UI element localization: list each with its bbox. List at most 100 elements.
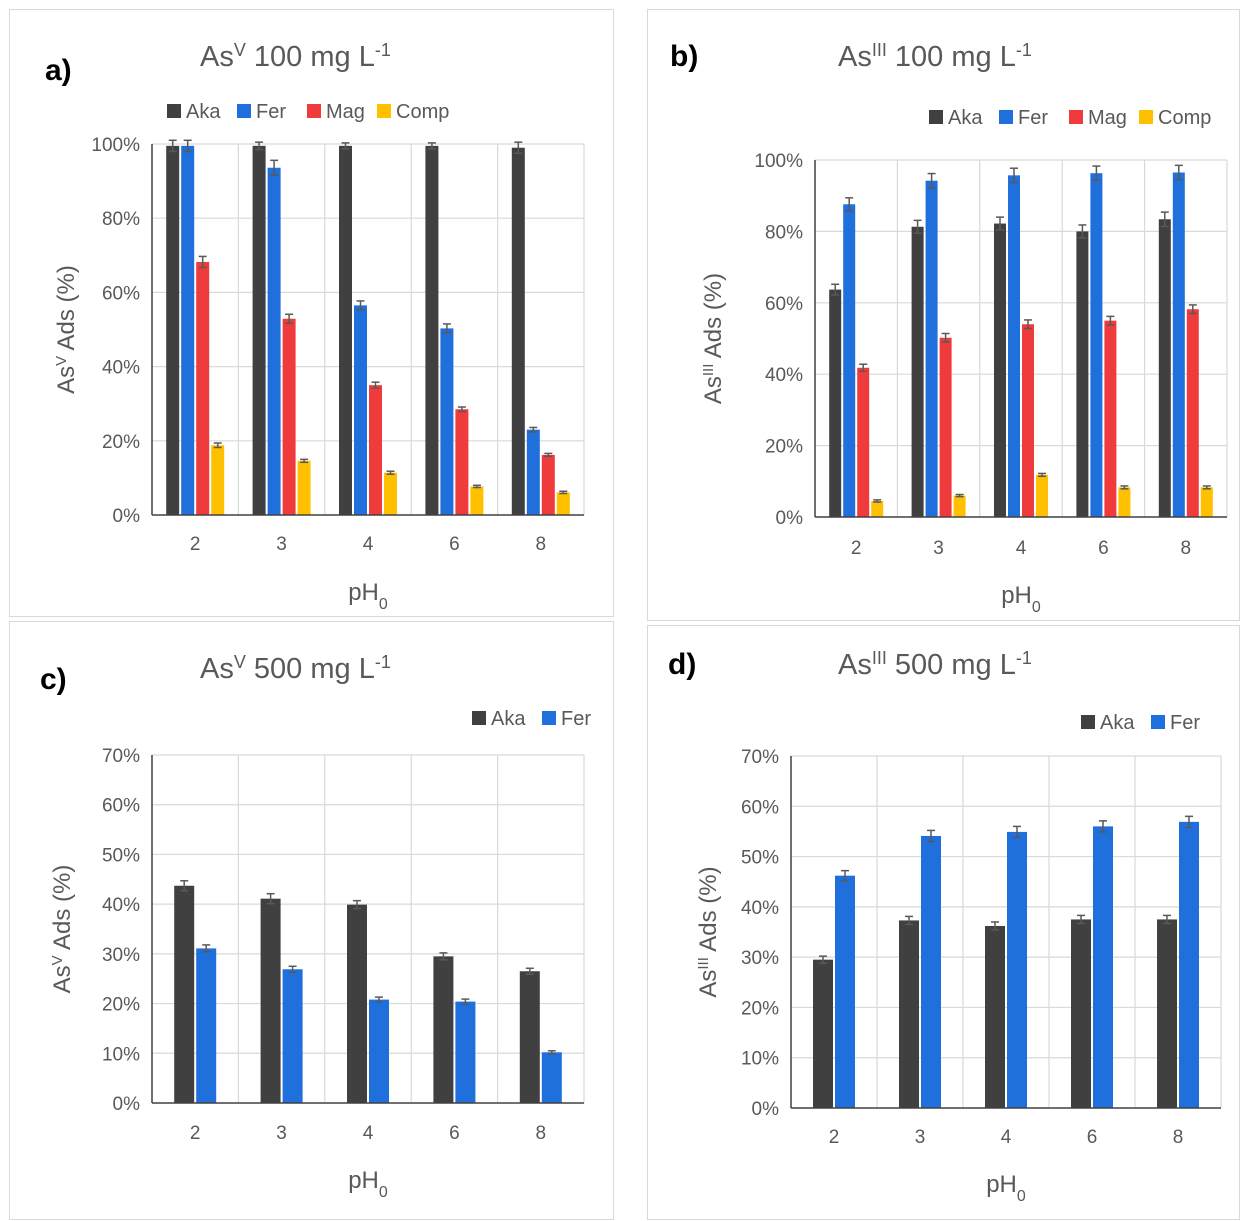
legend-swatch-fer: [1151, 715, 1165, 729]
chart-title: AsIII 500 mg L-1: [838, 648, 1032, 681]
x-tick-label: 4: [363, 1123, 374, 1144]
y-tick-label: 40%: [765, 365, 803, 386]
y-tick-label: 100%: [754, 151, 803, 172]
chart-c-svg: c) AsV 500 mg L-10%10%20%30%40%50%60%70%2…: [40, 652, 591, 1201]
bar-aka-ph-2: [813, 959, 833, 1108]
x-tick-label: 6: [1087, 1127, 1098, 1148]
bar-aka-ph-6: [433, 956, 454, 1103]
y-tick-label: 80%: [102, 209, 140, 230]
bar-fer-ph-4: [369, 999, 389, 1103]
y-tick-label: 50%: [741, 848, 779, 869]
bar-aka-ph-8: [511, 147, 525, 515]
legend-swatch-mag: [307, 104, 321, 118]
chart-panel-a: a) AsV 100 mg L-1 0% 20% 40% 60% 80% 100% 2 3 4 6 8 p…: [9, 9, 614, 617]
chart-title: AsV 100 mg L-1: [200, 40, 391, 73]
legend-swatch-aka: [472, 711, 486, 725]
legend-label-comp: Comp: [396, 101, 449, 123]
x-axis-label-base: pH: [1001, 582, 1032, 609]
bar-aka-ph-4: [347, 904, 367, 1103]
legend-swatch-aka: [1081, 715, 1095, 729]
y-axis-label: AsV Ads (%): [53, 265, 81, 394]
bar-comp-ph-4: [1036, 474, 1048, 517]
legend-label-aka: Aka: [948, 107, 983, 129]
y-tick-label: 10%: [102, 1044, 140, 1065]
y-tick-label: 0%: [776, 508, 804, 529]
chart-title-sup: III: [872, 40, 887, 60]
bar-fer-ph-6: [1090, 173, 1103, 518]
legend-swatch-mag: [1069, 110, 1083, 124]
y-axis-label-rest: Ads (%): [700, 273, 727, 364]
bar-comp-ph-2: [871, 500, 884, 517]
legend-swatch-fer: [999, 110, 1013, 124]
y-axis-label: AsIII Ads (%): [700, 273, 728, 404]
bar-mag-ph-2: [196, 261, 210, 515]
bar-mag-ph-4: [369, 385, 382, 515]
y-tick-label: 10%: [741, 1049, 779, 1070]
x-tick-label: 3: [276, 534, 287, 555]
bar-fer-ph-6: [440, 328, 454, 515]
bar-comp-ph-3: [953, 495, 966, 517]
chart-title-rest: 500 mg L: [246, 653, 375, 685]
bar-aka-ph-3: [911, 226, 924, 517]
y-tick-label: 100%: [91, 135, 140, 156]
chart-title-sup2: -1: [375, 40, 391, 60]
bar-fer-ph-6: [1093, 826, 1113, 1108]
chart-title-base: As: [200, 653, 234, 685]
x-axis-label-sub: 0: [379, 1184, 388, 1201]
x-tick-label: 2: [190, 1123, 201, 1144]
y-axis-label-sup: V: [49, 955, 66, 965]
chart-title-rest: 100 mg L: [887, 41, 1016, 73]
y-axis-label: AsV Ads (%): [49, 865, 77, 994]
x-axis-label-base: pH: [348, 579, 379, 606]
x-axis-label: pH0: [348, 1167, 388, 1201]
legend-swatch-comp: [377, 104, 391, 118]
x-axis-label-sub: 0: [1017, 1188, 1026, 1205]
y-tick-label: 60%: [741, 797, 779, 818]
y-tick-label: 50%: [102, 845, 140, 866]
bar-comp-ph-3: [297, 460, 311, 515]
chart-d-svg: d) AsIII 500 mg L-10%10%20%30%40%50%60%70…: [668, 648, 1222, 1205]
chart-title-sup2: -1: [1016, 648, 1032, 668]
chart-title-rest: 500 mg L: [887, 649, 1016, 681]
bar-mag-ph-6: [1104, 320, 1117, 517]
bar-aka-ph-4: [985, 925, 1005, 1108]
bar-comp-ph-4: [384, 472, 397, 515]
x-axis-label-base: pH: [348, 1167, 379, 1194]
legend-label-fer: Fer: [1018, 107, 1048, 129]
bar-fer-ph-3: [282, 969, 303, 1103]
bar-fer-ph-8: [1172, 172, 1185, 517]
y-tick-label: 60%: [102, 796, 140, 817]
x-tick-label: 6: [1098, 538, 1109, 559]
bar-mag-ph-8: [541, 454, 555, 515]
x-tick-label: 2: [829, 1127, 840, 1148]
y-axis-label-rest: Ads (%): [695, 866, 722, 957]
bar-aka-ph-2: [829, 289, 842, 517]
bar-fer-ph-8: [526, 429, 540, 515]
y-tick-label: 20%: [765, 437, 803, 458]
x-tick-label: 4: [363, 534, 374, 555]
bar-aka-ph-4: [339, 145, 352, 516]
x-tick-label: 8: [536, 1123, 547, 1144]
bar-fer-ph-8: [1179, 821, 1199, 1108]
x-axis-label-sub: 0: [1032, 599, 1041, 616]
x-tick-label: 8: [536, 534, 547, 555]
bar-comp-ph-6: [470, 486, 484, 515]
y-tick-label: 20%: [741, 998, 779, 1019]
y-axis-label-base: As: [700, 376, 727, 404]
bar-comp-ph-2: [211, 445, 225, 515]
bar-comp-ph-8: [556, 492, 570, 515]
y-axis-label-sup: III: [695, 957, 712, 970]
y-axis-label-base: As: [53, 366, 80, 394]
x-tick-label: 2: [190, 534, 201, 555]
x-axis-label: pH0: [986, 1171, 1026, 1205]
bar-aka-ph-6: [1071, 919, 1091, 1108]
legend-swatch-fer: [542, 711, 556, 725]
bar-aka-ph-3: [260, 898, 281, 1103]
panel-letter: d): [668, 648, 696, 681]
y-tick-label: 70%: [102, 746, 140, 767]
y-tick-label: 60%: [102, 283, 140, 304]
y-tick-label: 40%: [102, 358, 140, 379]
chart-panel-c: c) AsV 500 mg L-1 0% 10% 20% 30% 40% 50% 60% 70% 2…: [9, 621, 614, 1220]
x-tick-label: 6: [449, 534, 460, 555]
panel-letter: a): [45, 54, 72, 87]
